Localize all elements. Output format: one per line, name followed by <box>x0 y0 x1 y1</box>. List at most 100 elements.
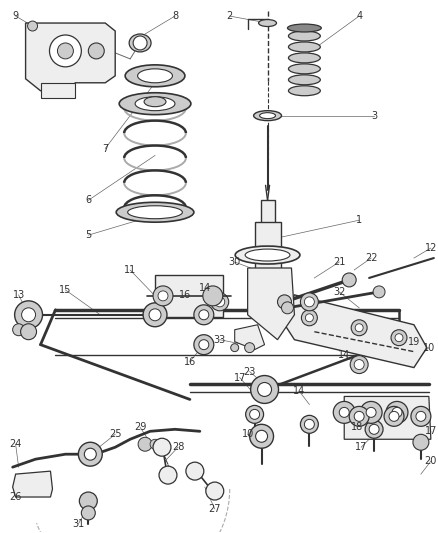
Ellipse shape <box>144 96 166 107</box>
Circle shape <box>392 407 402 417</box>
Text: 17: 17 <box>233 373 246 383</box>
Bar <box>254 222 280 282</box>
Text: 10: 10 <box>423 343 435 353</box>
Text: 6: 6 <box>85 195 92 205</box>
Circle shape <box>14 301 42 329</box>
Text: 10: 10 <box>241 429 254 439</box>
Ellipse shape <box>254 111 282 120</box>
Circle shape <box>79 492 97 510</box>
Polygon shape <box>25 23 115 91</box>
Circle shape <box>391 330 407 346</box>
Circle shape <box>360 401 382 423</box>
Circle shape <box>282 302 293 314</box>
Circle shape <box>194 335 214 354</box>
Circle shape <box>278 295 291 309</box>
Text: 14: 14 <box>338 350 350 360</box>
Text: 14: 14 <box>293 386 306 397</box>
Circle shape <box>300 415 318 433</box>
Text: 11: 11 <box>124 265 136 275</box>
Circle shape <box>251 376 279 403</box>
Circle shape <box>149 309 161 321</box>
Circle shape <box>159 466 177 484</box>
Circle shape <box>413 434 429 450</box>
Text: 28: 28 <box>172 442 184 452</box>
Circle shape <box>211 293 229 311</box>
Circle shape <box>369 424 379 434</box>
Text: 21: 21 <box>333 257 346 267</box>
Bar <box>155 275 223 317</box>
Ellipse shape <box>127 206 182 219</box>
Circle shape <box>28 21 38 31</box>
Circle shape <box>133 36 147 50</box>
Ellipse shape <box>235 246 300 264</box>
Circle shape <box>386 401 408 423</box>
Text: 27: 27 <box>208 504 221 514</box>
Circle shape <box>194 305 214 325</box>
Bar <box>261 200 275 225</box>
Circle shape <box>199 310 209 320</box>
Circle shape <box>339 407 349 417</box>
Circle shape <box>246 406 264 423</box>
Circle shape <box>215 297 225 307</box>
Circle shape <box>231 344 239 352</box>
Text: 31: 31 <box>72 519 85 529</box>
Ellipse shape <box>260 112 276 119</box>
Text: 22: 22 <box>365 253 378 263</box>
Text: 29: 29 <box>134 422 146 432</box>
Circle shape <box>158 291 168 301</box>
Circle shape <box>49 35 81 67</box>
Text: 33: 33 <box>214 335 226 345</box>
Ellipse shape <box>135 96 175 111</box>
Text: 26: 26 <box>10 492 22 502</box>
Text: 30: 30 <box>229 257 241 267</box>
Circle shape <box>206 482 224 500</box>
Circle shape <box>389 411 399 422</box>
Circle shape <box>143 303 167 327</box>
Text: 4: 4 <box>356 11 362 21</box>
Ellipse shape <box>289 64 320 74</box>
Text: 19: 19 <box>408 337 420 346</box>
Circle shape <box>153 286 173 306</box>
Ellipse shape <box>289 75 320 85</box>
Ellipse shape <box>289 86 320 96</box>
Text: 17: 17 <box>425 426 437 437</box>
Ellipse shape <box>129 34 151 52</box>
Ellipse shape <box>245 249 290 261</box>
Text: 12: 12 <box>425 243 437 253</box>
Polygon shape <box>282 295 427 368</box>
Ellipse shape <box>289 42 320 52</box>
Text: 25: 25 <box>109 429 121 439</box>
Circle shape <box>245 343 254 353</box>
Circle shape <box>411 406 431 426</box>
Circle shape <box>203 286 223 306</box>
Polygon shape <box>344 397 431 439</box>
Circle shape <box>351 320 367 336</box>
Circle shape <box>85 448 96 460</box>
Polygon shape <box>13 471 53 497</box>
Circle shape <box>150 439 160 449</box>
Circle shape <box>384 406 404 426</box>
Circle shape <box>258 383 272 397</box>
Text: 20: 20 <box>425 456 437 466</box>
Text: 8: 8 <box>172 11 178 21</box>
Circle shape <box>256 430 268 442</box>
Text: 17: 17 <box>355 442 367 452</box>
Circle shape <box>304 297 314 307</box>
Circle shape <box>373 286 385 298</box>
Text: 15: 15 <box>59 285 71 295</box>
Ellipse shape <box>119 93 191 115</box>
Circle shape <box>366 407 376 417</box>
Ellipse shape <box>125 65 185 87</box>
Ellipse shape <box>116 203 194 222</box>
Circle shape <box>250 424 273 448</box>
Circle shape <box>78 442 102 466</box>
Ellipse shape <box>287 24 321 32</box>
Text: 23: 23 <box>244 367 256 376</box>
Text: 2: 2 <box>226 11 233 21</box>
Circle shape <box>13 324 25 336</box>
Circle shape <box>199 340 209 350</box>
Circle shape <box>57 43 74 59</box>
Circle shape <box>301 310 318 326</box>
Text: 13: 13 <box>13 290 25 300</box>
Ellipse shape <box>258 20 276 27</box>
